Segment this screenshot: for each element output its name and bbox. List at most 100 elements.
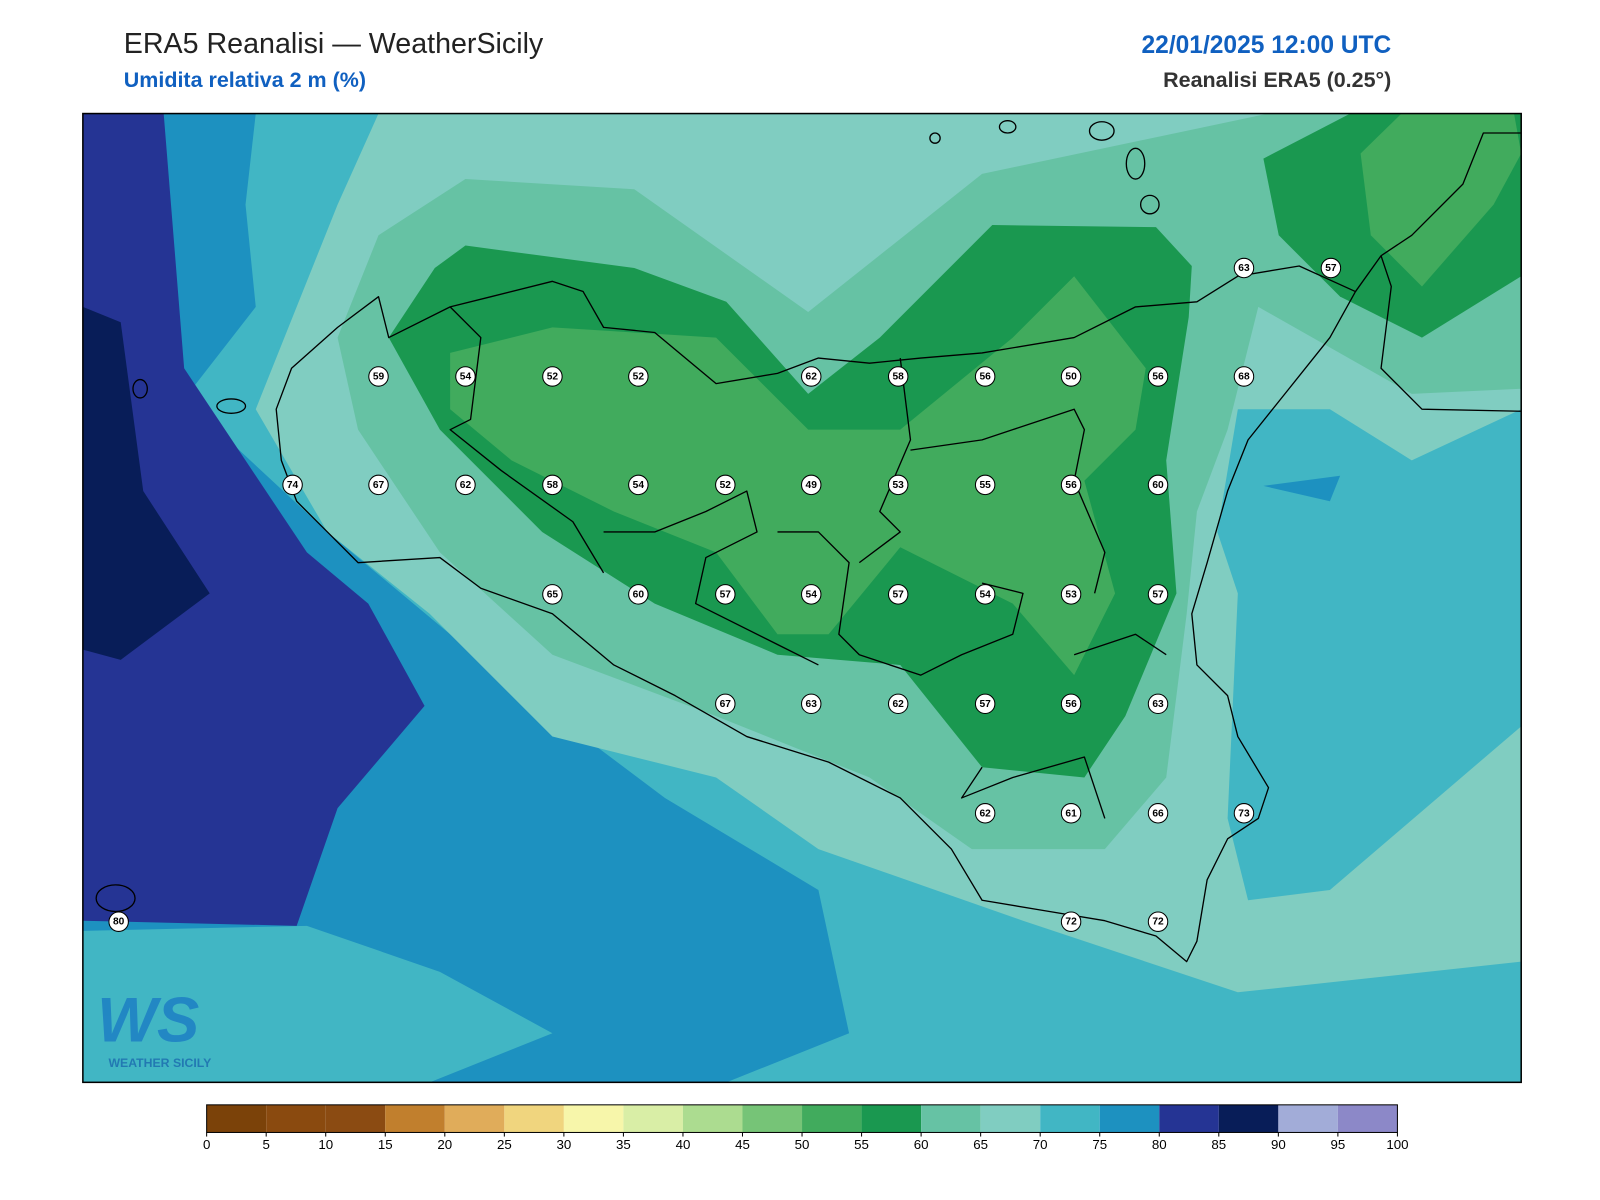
station-marker [801, 366, 822, 387]
colorbar-cell [325, 1104, 386, 1133]
station-value: 57 [979, 699, 991, 710]
contour-fill [82, 306, 210, 660]
colorbar-cell [623, 1104, 683, 1133]
station-value: 54 [979, 589, 991, 600]
colorbar-cell [563, 1104, 624, 1133]
colorbar-cell [921, 1104, 981, 1133]
station-value: 54 [633, 480, 645, 491]
station-marker [542, 474, 563, 496]
colorbar-tick-label: 85 [1211, 1137, 1226, 1152]
colorbar-tick-label: 95 [1330, 1137, 1345, 1152]
station-marker [974, 803, 996, 824]
station-value: 59 [373, 371, 385, 382]
station-value: 61 [1065, 808, 1077, 819]
station-marker [715, 474, 736, 496]
station-value: 55 [979, 480, 991, 491]
station-marker [1147, 693, 1169, 715]
station-value: 60 [633, 589, 645, 600]
station-value: 80 [113, 917, 125, 928]
station-marker [1147, 474, 1169, 496]
station-marker [282, 474, 303, 496]
island [132, 378, 148, 399]
station-value: 62 [460, 480, 472, 491]
station-marker [1233, 257, 1255, 279]
colorbar-tick-label: 0 [203, 1137, 210, 1152]
station-value: 67 [720, 699, 732, 710]
station-marker [1060, 366, 1082, 387]
station-value: 54 [460, 371, 472, 382]
coastline [275, 265, 1357, 963]
colorbar-cell [504, 1104, 564, 1133]
subtitle: Umidita relativa 2 m (%) [124, 68, 366, 92]
island [998, 120, 1017, 134]
source: Reanalisi ERA5 (0.25°) [1163, 68, 1391, 92]
colorbar-tick-label: 35 [616, 1137, 631, 1152]
station-marker [1060, 584, 1082, 605]
station-value: 67 [373, 480, 385, 491]
station-value: 66 [1152, 808, 1164, 819]
station-value: 50 [1065, 371, 1077, 382]
station-value: 58 [547, 480, 559, 491]
station-marker [887, 474, 909, 496]
station-marker [1060, 693, 1082, 715]
station-value: 62 [806, 371, 818, 382]
title: ERA5 Reanalisi — WeatherSicily [124, 28, 544, 60]
station-marker [1060, 474, 1082, 496]
station-marker [715, 693, 736, 715]
island [1139, 194, 1160, 215]
colorbar-tick-label: 50 [795, 1137, 810, 1152]
island [1088, 121, 1115, 141]
colorbar-cell [1337, 1104, 1398, 1133]
colorbar-tick-label: 30 [556, 1137, 571, 1152]
station-value: 63 [1238, 263, 1250, 274]
datetime: 22/01/2025 12:00 UTC [1142, 32, 1392, 59]
station-value: 56 [1152, 371, 1164, 382]
station-marker [1147, 803, 1169, 824]
station-value: 62 [979, 808, 991, 819]
colorbar-cell [385, 1104, 445, 1133]
island [1125, 147, 1146, 180]
stations: 63 57 59 54 52 52 62 58 56 50 56 68 74 67 62 58 54 52 49 53… [108, 257, 1342, 932]
station-value: 62 [893, 699, 905, 710]
colorbar-tick-label: 10 [318, 1137, 333, 1152]
colorbar-tick-label: 40 [676, 1137, 691, 1152]
station-marker [801, 693, 822, 715]
station-marker [1147, 911, 1169, 932]
colorbar-cell [444, 1104, 505, 1133]
station-marker [455, 366, 476, 387]
contour-fill [450, 276, 1146, 676]
station-value: 72 [1152, 917, 1164, 928]
station-value: 53 [1065, 589, 1077, 600]
contour-fill [1263, 475, 1341, 502]
station-marker [715, 584, 736, 605]
colorbar-tick-label: 75 [1092, 1137, 1107, 1152]
colorbar-cell [980, 1104, 1041, 1133]
station-value: 58 [893, 371, 905, 382]
station-value: 63 [1152, 699, 1164, 710]
coastline [1354, 132, 1522, 412]
station-marker [368, 474, 389, 496]
station-marker [455, 474, 476, 496]
colorbar-tick-label: 20 [437, 1137, 452, 1152]
station-marker [974, 693, 996, 715]
station-marker [1233, 803, 1255, 824]
station-marker [1147, 366, 1169, 387]
contour-fill [82, 113, 425, 926]
station-value: 68 [1238, 371, 1250, 382]
colorbar-tick-label: 60 [914, 1137, 929, 1152]
colorbar-tick-label: 80 [1152, 1137, 1167, 1152]
colorbar-cell [1159, 1104, 1219, 1133]
station-marker [1060, 911, 1082, 932]
station-value: 49 [806, 480, 818, 491]
colorbar-cell [1040, 1104, 1100, 1133]
station-value: 57 [720, 589, 732, 600]
colorbar-cell [206, 1104, 267, 1133]
content: ERA5 Reanalisi — WeatherSicily Umidita r… [82, 28, 1522, 1152]
map: WS WEATHER SICILY [82, 113, 1522, 1083]
station-value: 60 [1152, 480, 1164, 491]
station-marker [628, 366, 649, 387]
colorbar: 0 5 10 15 20 25 30 35 40 45 50 55 60 65 70 75 80 85 90 95 10… [203, 1104, 1409, 1152]
colorbar-cell [861, 1104, 922, 1133]
station-marker [368, 366, 389, 387]
station-marker [1147, 584, 1169, 605]
